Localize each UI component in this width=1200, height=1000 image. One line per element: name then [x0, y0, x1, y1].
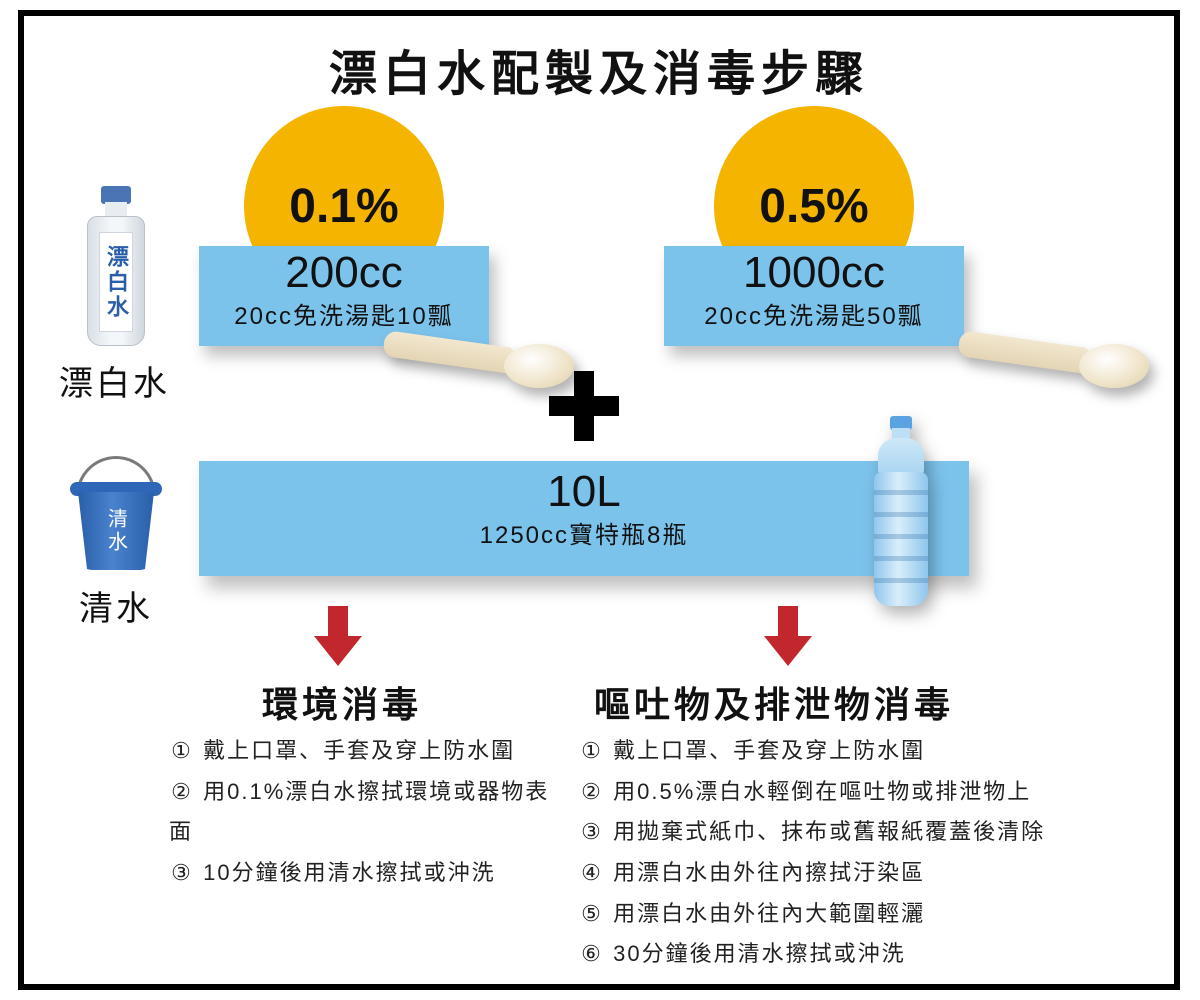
list-item: ⑤ 用漂白水由外往內大範圍輕灑	[579, 894, 1169, 935]
water-volume: 10L	[199, 469, 969, 515]
bleach-bar-high: 1000cc 20cc免洗湯匙50瓢	[664, 246, 964, 346]
spoon-icon	[384, 322, 574, 392]
water-bar: 10L 1250cc寶特瓶8瓶	[199, 461, 969, 576]
bleach-label: 漂白水	[59, 356, 170, 405]
concentration-high-value: 0.5%	[759, 179, 868, 234]
bleach-low-volume: 200cc	[199, 250, 489, 296]
list-item: ① 戴上口罩、手套及穿上防水圍	[169, 731, 569, 772]
down-arrow-icon	[764, 606, 812, 666]
steps-vomit: ① 戴上口罩、手套及穿上防水圍 ② 用0.5%漂白水輕倒在嘔吐物或排泄物上 ③ …	[579, 731, 1169, 975]
list-item: ① 戴上口罩、手套及穿上防水圍	[579, 731, 1169, 772]
list-item: ⑥ 30分鐘後用清水擦拭或沖洗	[579, 934, 1169, 975]
list-item: ② 用0.5%漂白水輕倒在嘔吐物或排泄物上	[579, 772, 1169, 813]
list-item: ③ 10分鐘後用清水擦拭或沖洗	[169, 853, 569, 894]
bucket-text: 清水	[102, 508, 131, 554]
bleach-bottle-text: 漂白水	[100, 245, 132, 320]
spoon-icon	[959, 322, 1149, 392]
bleach-bottle-icon: 漂白水	[79, 186, 154, 351]
infographic-frame: 漂白水配製及消毒步驟 0.1% 0.5% 200cc 20cc免洗湯匙10瓢 1…	[18, 10, 1180, 990]
concentration-low-value: 0.1%	[289, 179, 398, 234]
water-note: 1250cc寶特瓶8瓶	[199, 515, 969, 550]
steps-env: ① 戴上口罩、手套及穿上防水圍 ② 用0.1%漂白水擦拭環境或器物表面 ③ 10…	[169, 731, 569, 894]
plus-icon	[549, 371, 619, 441]
bucket-icon: 清水	[66, 456, 166, 576]
bleach-high-note: 20cc免洗湯匙50瓢	[664, 296, 964, 331]
section-heading-env: 環境消毒	[262, 676, 422, 728]
down-arrow-icon	[314, 606, 362, 666]
page-title: 漂白水配製及消毒步驟	[24, 34, 1174, 104]
water-label: 清水	[79, 581, 153, 630]
section-heading-vomit: 嘔吐物及排泄物消毒	[594, 676, 954, 728]
list-item: ② 用0.1%漂白水擦拭環境或器物表面	[169, 772, 569, 853]
list-item: ④ 用漂白水由外往內擦拭汙染區	[579, 853, 1169, 894]
pet-bottle-icon	[866, 416, 936, 611]
list-item: ③ 用拋棄式紙巾、抹布或舊報紙覆蓋後清除	[579, 812, 1169, 853]
bleach-high-volume: 1000cc	[664, 250, 964, 296]
